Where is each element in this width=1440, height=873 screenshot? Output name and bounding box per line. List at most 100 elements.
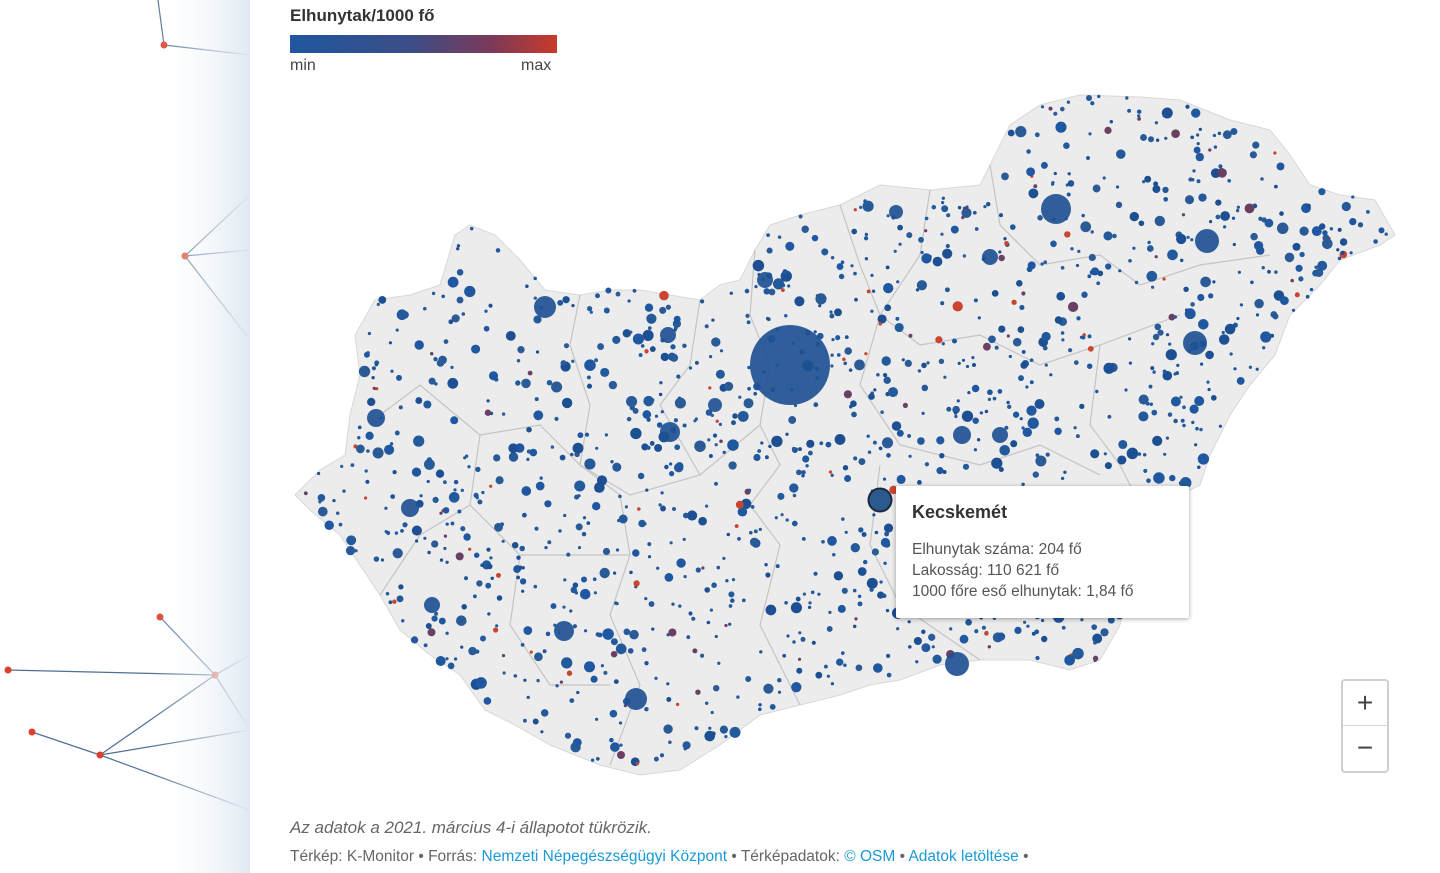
settlement-dot[interactable]: [1147, 240, 1151, 245]
settlement-dot[interactable]: [488, 371, 499, 381]
settlement-dot[interactable]: [617, 751, 625, 759]
settlement-dot[interactable]: [884, 304, 892, 312]
settlement-dot[interactable]: [828, 610, 832, 615]
settlement-dot[interactable]: [813, 571, 818, 576]
settlement-dot[interactable]: [669, 541, 673, 545]
settlement-dot[interactable]: [464, 285, 476, 298]
settlement-dot[interactable]: [374, 363, 379, 367]
settlement-dot[interactable]: [1255, 313, 1260, 317]
settlement-dot[interactable]: [1163, 196, 1169, 202]
settlement-dot[interactable]: [644, 303, 654, 312]
settlement-dot[interactable]: [851, 228, 858, 235]
settlement-dot[interactable]: [700, 299, 705, 304]
settlement-dot[interactable]: [597, 632, 603, 638]
settlement-dot[interactable]: [435, 655, 446, 667]
city-dot[interactable]: [625, 688, 647, 710]
settlement-dot[interactable]: [791, 682, 802, 693]
settlement-dot[interactable]: [380, 558, 385, 562]
settlement-dot[interactable]: [840, 651, 845, 655]
settlement-dot[interactable]: [880, 537, 891, 548]
settlement-dot[interactable]: [1012, 337, 1022, 347]
settlement-dot[interactable]: [492, 627, 499, 633]
settlement-dot[interactable]: [472, 594, 477, 599]
settlement-dot[interactable]: [675, 702, 680, 707]
settlement-dot[interactable]: [678, 604, 682, 608]
settlement-dot[interactable]: [1186, 235, 1190, 239]
settlement-dot[interactable]: [388, 600, 393, 605]
settlement-dot[interactable]: [519, 578, 527, 585]
settlement-dot[interactable]: [757, 707, 762, 712]
settlement-dot[interactable]: [949, 627, 953, 631]
settlement-dot[interactable]: [708, 386, 712, 390]
settlement-dot[interactable]: [1118, 439, 1128, 450]
settlement-dot[interactable]: [610, 638, 618, 646]
settlement-dot[interactable]: [594, 482, 605, 493]
settlement-dot[interactable]: [765, 604, 777, 616]
settlement-dot[interactable]: [395, 328, 399, 332]
settlement-dot[interactable]: [431, 540, 439, 548]
city-dot[interactable]: [992, 427, 1008, 443]
settlement-dot[interactable]: [1105, 263, 1112, 270]
settlement-dot[interactable]: [763, 683, 774, 694]
settlement-dot[interactable]: [859, 205, 863, 210]
settlement-dot[interactable]: [1103, 452, 1107, 456]
settlement-dot[interactable]: [886, 672, 892, 678]
settlement-dot[interactable]: [1276, 162, 1285, 171]
settlement-dot[interactable]: [1063, 142, 1070, 150]
settlement-dot[interactable]: [811, 640, 816, 645]
settlement-dot[interactable]: [1318, 188, 1326, 196]
settlement-dot[interactable]: [1194, 443, 1198, 447]
settlement-dot[interactable]: [781, 288, 785, 292]
settlement-dot[interactable]: [750, 505, 755, 509]
settlement-dot[interactable]: [1017, 326, 1025, 333]
settlement-dot[interactable]: [719, 439, 723, 443]
settlement-dot[interactable]: [419, 494, 423, 498]
settlement-dot[interactable]: [1012, 411, 1020, 418]
settlement-dot[interactable]: [709, 608, 713, 612]
settlement-dot[interactable]: [468, 646, 477, 656]
settlement-dot[interactable]: [863, 559, 868, 565]
settlement-dot[interactable]: [1077, 249, 1081, 254]
settlement-dot[interactable]: [784, 600, 788, 605]
settlement-dot[interactable]: [712, 433, 718, 438]
settlement-dot[interactable]: [619, 743, 623, 747]
settlement-dot[interactable]: [415, 539, 419, 543]
settlement-dot[interactable]: [735, 500, 744, 509]
settlement-dot[interactable]: [1086, 156, 1090, 160]
settlement-dot[interactable]: [1081, 213, 1085, 218]
settlement-dot[interactable]: [1064, 231, 1071, 238]
settlement-dot[interactable]: [873, 388, 877, 392]
settlement-dot[interactable]: [918, 236, 924, 243]
settlement-dot[interactable]: [554, 416, 559, 421]
settlement-dot[interactable]: [457, 509, 462, 514]
settlement-dot[interactable]: [1140, 134, 1147, 141]
settlement-dot[interactable]: [533, 315, 542, 324]
settlement-dot[interactable]: [1322, 234, 1330, 242]
settlement-dot[interactable]: [1064, 654, 1075, 666]
settlement-dot[interactable]: [1192, 169, 1196, 173]
settlement-dot[interactable]: [894, 322, 904, 333]
settlement-dot[interactable]: [618, 494, 622, 499]
settlement-dot[interactable]: [864, 257, 869, 261]
settlement-dot[interactable]: [1028, 188, 1039, 199]
settlement-dot[interactable]: [1194, 396, 1205, 406]
settlement-dot[interactable]: [609, 709, 618, 718]
city-dot[interactable]: [367, 409, 385, 427]
settlement-dot[interactable]: [882, 372, 888, 378]
settlement-dot[interactable]: [659, 306, 667, 314]
settlement-dot[interactable]: [642, 410, 652, 419]
settlement-dot[interactable]: [984, 409, 989, 414]
settlement-dot[interactable]: [502, 671, 506, 675]
settlement-dot[interactable]: [935, 336, 943, 344]
settlement-dot[interactable]: [1079, 403, 1085, 410]
settlement-dot[interactable]: [572, 582, 579, 588]
settlement-dot[interactable]: [587, 306, 593, 312]
settlement-dot[interactable]: [426, 457, 432, 463]
settlement-dot[interactable]: [972, 417, 979, 424]
settlement-dot[interactable]: [665, 304, 671, 310]
settlement-dot[interactable]: [496, 572, 501, 578]
settlement-dot[interactable]: [572, 738, 582, 747]
settlement-dot[interactable]: [489, 556, 493, 560]
settlement-dot[interactable]: [906, 232, 913, 239]
settlement-dot[interactable]: [614, 601, 618, 605]
